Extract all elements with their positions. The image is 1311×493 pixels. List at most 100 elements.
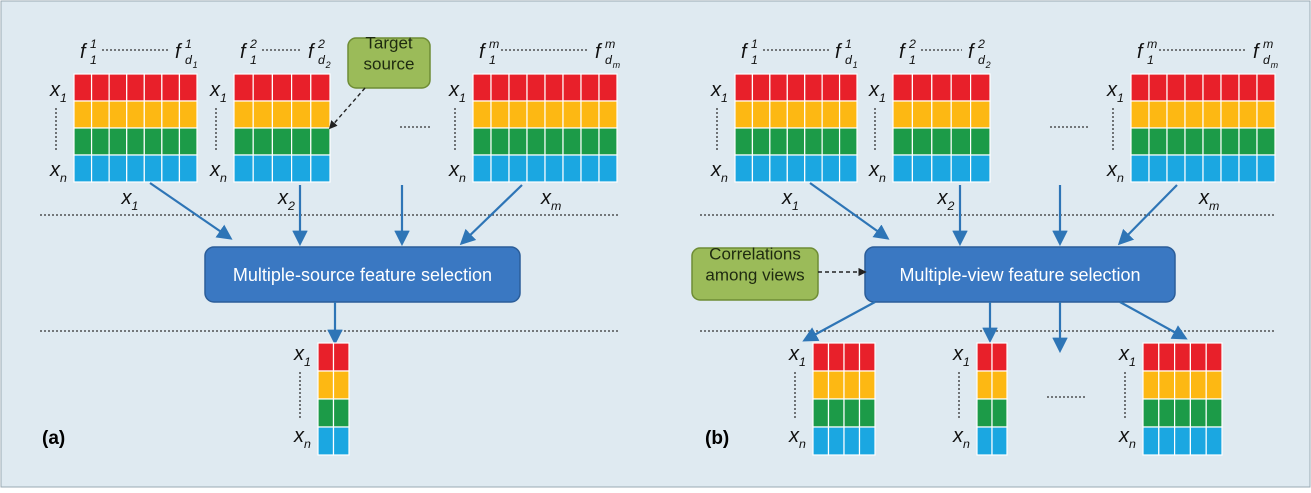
matrix-cell xyxy=(73,154,93,183)
matrix-cell xyxy=(976,398,993,428)
matrix-cell xyxy=(1202,73,1222,102)
matrix-cell xyxy=(1148,154,1168,183)
math-base: x xyxy=(1106,79,1118,101)
matrix-cell xyxy=(544,100,564,129)
math-sup: m xyxy=(1263,37,1273,51)
note-label: Target xyxy=(365,34,413,53)
matrix-cell xyxy=(73,127,93,156)
matrix-cell xyxy=(892,100,913,129)
math-sup: 1 xyxy=(751,37,758,51)
math-base: x xyxy=(937,187,949,209)
math-sub: 1 xyxy=(792,199,799,213)
matrix-cell xyxy=(310,73,331,102)
matrix-cell xyxy=(1205,342,1223,372)
matrix-cell xyxy=(892,154,913,183)
matrix-cell xyxy=(858,342,876,372)
matrix-cell xyxy=(838,127,858,156)
math-base: f xyxy=(1137,41,1145,63)
math-sup: 1 xyxy=(845,37,852,51)
math-sub: 1 xyxy=(489,53,496,67)
matrix-cell xyxy=(1130,73,1150,102)
math-sub: n xyxy=(60,171,67,185)
math-base: f xyxy=(899,41,907,63)
matrix-cell xyxy=(310,154,331,183)
math-base: x xyxy=(952,343,964,365)
matrix-cell xyxy=(490,73,510,102)
math-sub: n xyxy=(721,171,728,185)
matrix-cell xyxy=(911,100,933,129)
matrix-cell xyxy=(1189,370,1207,400)
math-sub: 1 xyxy=(1117,91,1124,105)
matrix-cell xyxy=(508,154,528,183)
matrix-cell xyxy=(126,100,145,129)
matrix-cell xyxy=(1142,398,1160,428)
matrix-cell xyxy=(804,100,823,129)
matrix-cell xyxy=(332,342,350,372)
matrix-cell xyxy=(1142,342,1160,372)
matrix-cell xyxy=(90,127,110,156)
math-sup: 1 xyxy=(90,37,97,51)
matrix-cell xyxy=(544,73,564,102)
matrix-cell xyxy=(1256,154,1276,183)
matrix-cell xyxy=(233,154,254,183)
math-base: x xyxy=(1198,187,1210,209)
math-sub: n xyxy=(799,437,806,451)
matrix-cell xyxy=(858,398,876,428)
matrix-cell xyxy=(976,426,993,456)
matrix-cell xyxy=(734,73,754,102)
matrix-cell xyxy=(769,127,788,156)
math-base: x xyxy=(868,159,880,181)
math-sub: 1 xyxy=(909,53,916,67)
matrix-cell xyxy=(1220,154,1240,183)
math-base: f xyxy=(240,41,248,63)
matrix-cell xyxy=(598,127,618,156)
matrix-cell xyxy=(1238,73,1258,102)
matrix-cell xyxy=(843,370,861,400)
matrix-cell xyxy=(751,100,771,129)
math-subsub: m xyxy=(1271,60,1279,70)
arrow xyxy=(1119,301,1188,340)
math-sub: 2 xyxy=(947,199,955,213)
matrix-cell xyxy=(90,154,110,183)
math-sub: d xyxy=(1263,53,1271,67)
matrix-cell xyxy=(317,426,335,456)
math-base: f xyxy=(968,41,976,63)
matrix-cell xyxy=(734,127,754,156)
math-sub: 1 xyxy=(304,355,311,369)
matrix-cell xyxy=(1202,100,1222,129)
matrix-cell xyxy=(950,73,972,102)
matrix-cell xyxy=(821,127,841,156)
matrix-cell xyxy=(804,127,823,156)
matrix-cell xyxy=(161,127,181,156)
math-base: f xyxy=(595,41,603,63)
matrix-cell xyxy=(598,154,618,183)
matrix-cell xyxy=(734,154,754,183)
matrix-cell xyxy=(1130,154,1150,183)
math-sub: d xyxy=(845,53,853,67)
matrix-cell xyxy=(786,100,806,129)
matrix-cell xyxy=(1202,154,1222,183)
math-sub: 1 xyxy=(799,355,806,369)
math-base: x xyxy=(293,425,305,447)
matrix-cell xyxy=(252,154,273,183)
matrix-cell xyxy=(161,73,181,102)
math-base: x xyxy=(448,79,460,101)
matrix-cell xyxy=(178,100,198,129)
matrix-cell xyxy=(1184,127,1204,156)
matrix-cell xyxy=(233,73,254,102)
math-base: f xyxy=(479,41,487,63)
arrow xyxy=(149,182,233,240)
note-box xyxy=(347,37,431,89)
math-sub: n xyxy=(963,437,970,451)
matrix-cell xyxy=(931,100,952,129)
math-sub: d xyxy=(185,53,193,67)
matrix-cell xyxy=(751,73,771,102)
matrix-cell xyxy=(73,100,93,129)
math-base: x xyxy=(710,159,722,181)
arrow xyxy=(459,184,523,246)
matrix-cell xyxy=(490,154,510,183)
matrix-cell xyxy=(827,370,845,400)
matrix-cell xyxy=(769,100,788,129)
